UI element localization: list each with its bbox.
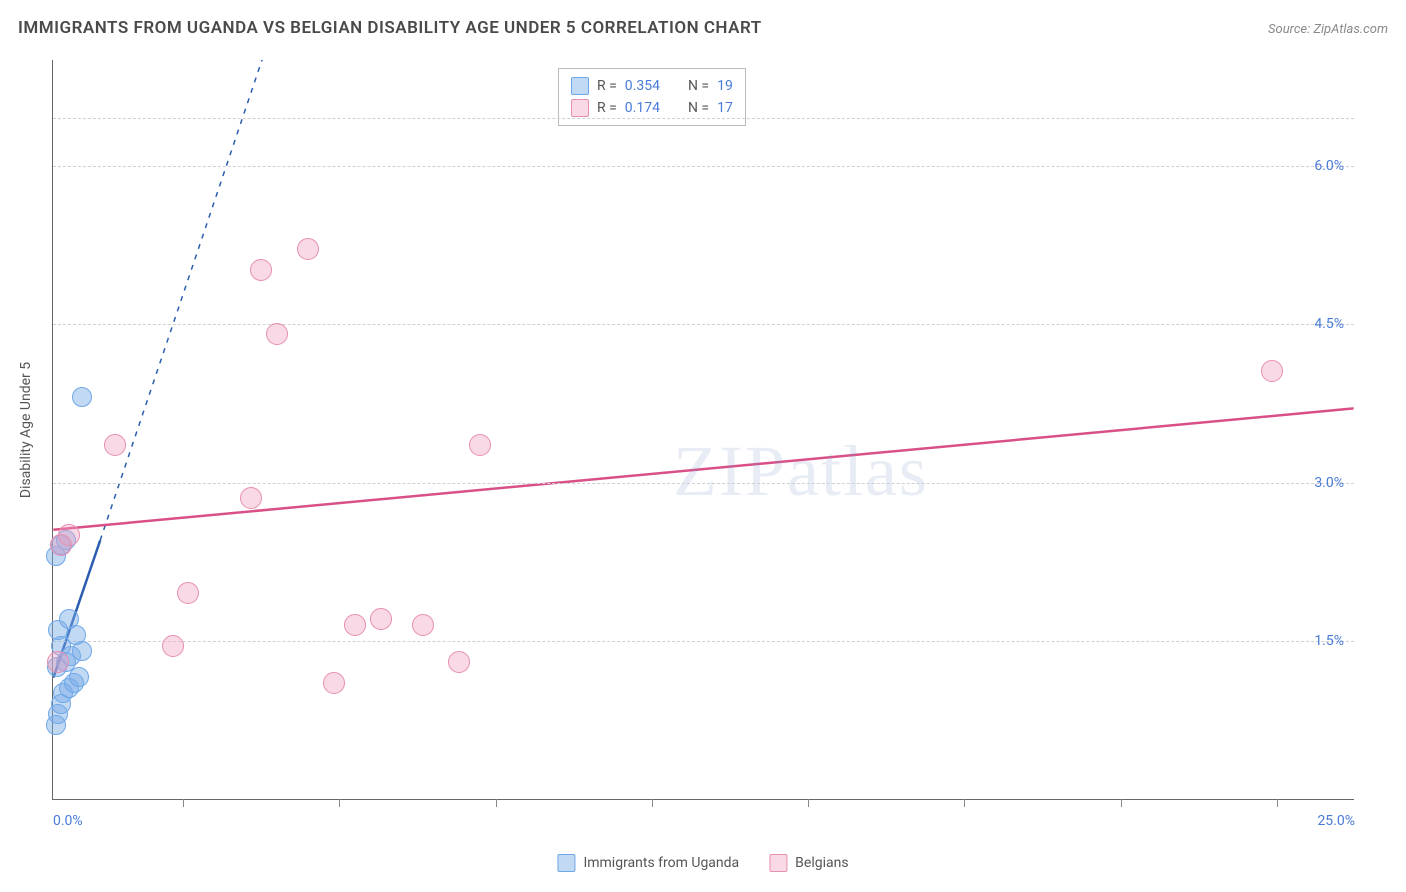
data-point-belgians xyxy=(448,651,470,673)
data-point-belgians xyxy=(297,238,319,260)
gridline-h xyxy=(53,324,1354,325)
y-tick-label: 1.5% xyxy=(1314,633,1344,649)
legend-row: R = 0.174 N = 17 xyxy=(571,97,733,119)
chart-title: IMMIGRANTS FROM UGANDA VS BELGIAN DISABI… xyxy=(18,18,762,38)
plot-region: R = 0.354 N = 19 R = 0.174 N = 17 ZIPatlas 1.5%… xyxy=(52,60,1354,800)
data-point-belgians xyxy=(1261,360,1283,382)
legend-label: Immigrants from Uganda xyxy=(583,855,739,871)
legend-item-uganda: Immigrants from Uganda xyxy=(557,854,739,872)
gridline-h xyxy=(53,166,1354,167)
legend-swatch xyxy=(769,854,787,872)
y-tick-label: 3.0% xyxy=(1314,475,1344,491)
x-minor-tick xyxy=(1277,799,1278,807)
gridline-h xyxy=(53,483,1354,484)
x-tick-label: 25.0% xyxy=(1317,813,1355,829)
legend-n-value: 17 xyxy=(717,100,733,116)
data-point-belgians xyxy=(58,524,80,546)
legend-r-value: 0.354 xyxy=(625,78,660,94)
series-legend: Immigrants from Uganda Belgians xyxy=(557,854,848,872)
source-label: Source: ZipAtlas.com xyxy=(1268,22,1388,37)
legend-label: Belgians xyxy=(795,855,848,871)
x-minor-tick xyxy=(964,799,965,807)
data-point-belgians xyxy=(162,635,184,657)
data-point-belgians xyxy=(469,434,491,456)
data-point-belgians xyxy=(104,434,126,456)
legend-r-value: 0.174 xyxy=(625,100,660,116)
gridline-h xyxy=(53,118,1354,119)
y-axis-title: Disability Age Under 5 xyxy=(18,362,34,498)
watermark: ZIPatlas xyxy=(673,430,929,513)
data-point-belgians xyxy=(47,651,69,673)
legend-swatch xyxy=(557,854,575,872)
chart-area: Disability Age Under 5 R = 0.354 N = 19 R = 0… xyxy=(0,50,1406,892)
legend-r-label: R = xyxy=(597,100,617,116)
legend-item-belgians: Belgians xyxy=(769,854,848,872)
legend-swatch xyxy=(571,99,589,117)
data-point-belgians xyxy=(344,614,366,636)
legend-row: R = 0.354 N = 19 xyxy=(571,75,733,97)
legend-n-value: 19 xyxy=(717,78,733,94)
data-point-uganda xyxy=(72,387,92,407)
source-name: ZipAtlas.com xyxy=(1313,22,1388,37)
gridline-h xyxy=(53,641,1354,642)
x-minor-tick xyxy=(496,799,497,807)
data-point-belgians xyxy=(177,582,199,604)
legend-swatch xyxy=(571,77,589,95)
data-point-belgians xyxy=(266,323,288,345)
x-minor-tick xyxy=(339,799,340,807)
x-minor-tick xyxy=(808,799,809,807)
data-point-belgians xyxy=(412,614,434,636)
legend-r-label: R = xyxy=(597,78,617,94)
header: IMMIGRANTS FROM UGANDA VS BELGIAN DISABI… xyxy=(18,18,1388,38)
x-minor-tick xyxy=(183,799,184,807)
data-point-belgians xyxy=(370,608,392,630)
x-tick-label: 0.0% xyxy=(53,813,83,829)
data-point-uganda xyxy=(59,609,79,629)
data-point-uganda xyxy=(69,667,89,687)
x-minor-tick xyxy=(652,799,653,807)
data-point-belgians xyxy=(240,487,262,509)
legend-n-label: N = xyxy=(688,78,709,94)
data-point-belgians xyxy=(323,672,345,694)
x-minor-tick xyxy=(1121,799,1122,807)
source-prefix: Source: xyxy=(1268,22,1313,37)
trend-lines-layer xyxy=(53,60,1354,799)
y-tick-label: 4.5% xyxy=(1314,316,1344,332)
y-tick-label: 6.0% xyxy=(1314,158,1344,174)
legend-n-label: N = xyxy=(688,100,709,116)
data-point-belgians xyxy=(250,259,272,281)
